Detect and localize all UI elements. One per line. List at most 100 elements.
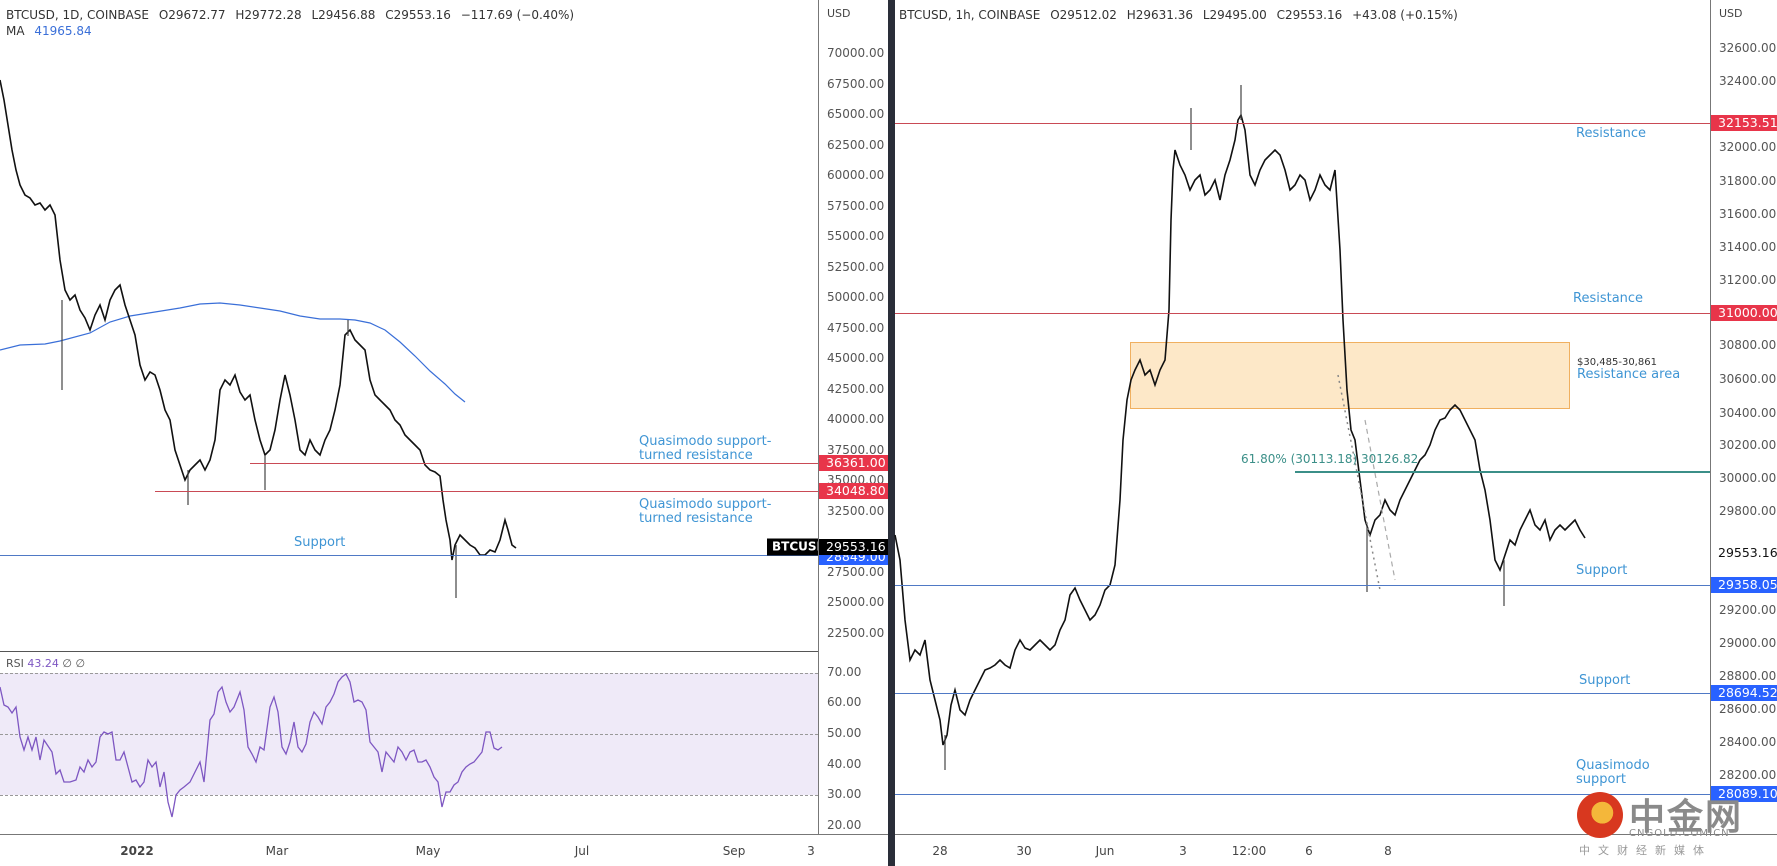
time-label: 12:00	[1231, 844, 1267, 858]
resistance-label-1: Resistance	[1576, 126, 1647, 141]
daily-price-plot[interactable]	[0, 0, 818, 650]
rsi-plot	[0, 673, 503, 818]
fib-label: 61.80% (30113.18) 30126.82	[1241, 452, 1419, 466]
hourly-price-plot[interactable]	[894, 0, 1710, 834]
price-tick: 28200.00	[1719, 768, 1777, 782]
time-label: Sep	[722, 844, 746, 858]
price-tick: 57500.00	[827, 199, 885, 213]
daily-chart-pane[interactable]: Quasimodo support- turned resistance Qua…	[0, 0, 890, 866]
time-label: Jun	[1095, 844, 1115, 858]
price-tick: 70000.00	[827, 46, 885, 60]
price-tick: 32400.00	[1719, 74, 1777, 88]
qm-support-text-2: support	[1576, 772, 1626, 787]
price-tick: 67500.00	[827, 77, 885, 91]
rsi-70-line	[0, 673, 818, 674]
rsi-value: 43.24	[27, 657, 59, 670]
resistance-line-2[interactable]	[895, 313, 1710, 314]
ohlc-open: O29512.02	[1050, 8, 1117, 22]
pane-divider[interactable]	[888, 0, 895, 866]
fib-trend-line	[1337, 374, 1381, 591]
cngold-watermark: 中金网 CNGOLD.COM.CN 中文财经新媒体	[1577, 788, 1757, 860]
price-tag-qm-support: 28089.10	[1711, 786, 1777, 802]
ohlc-change: +43.08 (+0.15%)	[1352, 8, 1458, 22]
qm1-text-line1: Quasimodo support-	[639, 434, 772, 449]
price-tag-support-2: 28694.52	[1711, 685, 1777, 701]
fib-trend-line-2	[1364, 419, 1396, 581]
axis-unit: USD	[827, 7, 851, 20]
resistance-area-label: Resistance area	[1577, 367, 1681, 382]
time-label: 28	[932, 844, 948, 858]
watermark-cn: 中金网	[1629, 797, 1744, 838]
time-label: Jul	[574, 844, 590, 858]
daily-price-path	[0, 79, 517, 561]
support-line-1[interactable]	[895, 585, 1710, 586]
hourly-chart-pane[interactable]: Resistance Resistance $30,485-30,861 Res…	[894, 0, 1777, 866]
rsi-tick: 50.00	[827, 726, 862, 740]
rsi-legend[interactable]: RSI 43.24 ∅ ∅	[6, 657, 85, 670]
hourly-price-axis[interactable]: USD 32600.00 32400.00 32000.00 31800.00 …	[1710, 0, 1777, 834]
qm-resistance-label-2: Quasimodo support- turned resistance	[639, 498, 771, 526]
ma-line	[0, 302, 466, 403]
price-tick: 28600.00	[1719, 702, 1777, 716]
fib-618-line[interactable]	[1295, 471, 1710, 473]
quasimodo-resistance-line-1[interactable]	[250, 463, 818, 464]
price-tag-qm-resistance-2: 34048.80	[819, 483, 890, 499]
time-label: 8	[1384, 844, 1392, 858]
resistance-line-1[interactable]	[895, 123, 1710, 124]
support-label-1: Support	[1576, 563, 1628, 578]
symbol-info[interactable]: BTCUSD, 1D, COINBASE	[6, 8, 149, 22]
resistance-area-zone[interactable]	[1130, 342, 1570, 409]
quasimodo-support-line[interactable]	[895, 794, 1710, 795]
rsi-tick: 60.00	[827, 695, 862, 709]
price-tick: 37500.00	[827, 443, 885, 457]
price-tick: 31600.00	[1719, 207, 1777, 221]
rsi-tick: 20.00	[827, 818, 862, 832]
support-line-2[interactable]	[895, 693, 1710, 694]
price-tick: 52500.00	[827, 260, 885, 274]
price-tick: 31200.00	[1719, 273, 1777, 287]
price-tick: 40000.00	[827, 412, 885, 426]
price-tick: 25000.00	[827, 595, 885, 609]
qm1-text-line2: turned resistance	[639, 448, 753, 463]
daily-price-axis[interactable]: USD 70000.00 67500.00 65000.00 62500.00 …	[818, 0, 890, 834]
resistance-label-2: Resistance	[1573, 291, 1644, 306]
qm-support-text-1: Quasimodo	[1576, 758, 1650, 773]
rsi-tick: 70.00	[827, 665, 862, 679]
time-label: 3	[807, 844, 815, 858]
axis-unit: USD	[1719, 7, 1743, 20]
daily-time-axis[interactable]: 2022 Mar May Jul Sep 3	[0, 834, 888, 866]
price-tick: 32600.00	[1719, 41, 1777, 55]
price-tick: 65000.00	[827, 107, 885, 121]
price-tick: 29200.00	[1719, 603, 1777, 617]
ohlc-open: O29672.77	[158, 8, 226, 22]
rsi-30-line	[0, 795, 818, 796]
ohlc-change: −117.69 (−0.40%)	[460, 8, 575, 22]
price-tick: 32000.00	[1719, 140, 1777, 154]
rsi-panel[interactable]: RSI 43.24 ∅ ∅	[0, 651, 818, 834]
time-label: 2022	[120, 844, 154, 858]
ohlc-close: C29553.16	[385, 8, 451, 22]
time-label: Mar	[265, 844, 289, 858]
symbol-info[interactable]: BTCUSD, 1h, COINBASE	[899, 8, 1041, 22]
price-tag-resistance-2: 31000.00	[1711, 305, 1777, 321]
ma-legend[interactable]: MA 41965.84	[6, 24, 580, 38]
price-tick: 42500.00	[827, 382, 885, 396]
time-label: 3	[1179, 844, 1187, 858]
daily-legend: BTCUSD, 1D, COINBASE O29672.77 H29772.28…	[6, 8, 580, 38]
qm-resistance-label-1: Quasimodo support- turned resistance	[639, 435, 771, 463]
price-tick: 55000.00	[827, 229, 885, 243]
hourly-price-path	[894, 112, 1586, 746]
price-tick: 60000.00	[827, 168, 885, 182]
hourly-time-axis[interactable]: 28 30 Jun 3 12:00 6 8	[895, 834, 1777, 866]
price-tick: 45000.00	[827, 351, 885, 365]
ma-value: 41965.84	[34, 24, 92, 38]
quasimodo-resistance-line-2[interactable]	[155, 491, 818, 492]
qm2-text-line2: turned resistance	[639, 511, 753, 526]
price-tick: 62500.00	[827, 138, 885, 152]
rsi-line	[0, 673, 503, 818]
support-label-2: Support	[1579, 673, 1631, 688]
price-tick: 31400.00	[1719, 240, 1777, 254]
price-tick: 30800.00	[1719, 338, 1777, 352]
support-line[interactable]	[0, 555, 818, 556]
resistance-area-range: $30,485-30,861	[1577, 357, 1657, 368]
